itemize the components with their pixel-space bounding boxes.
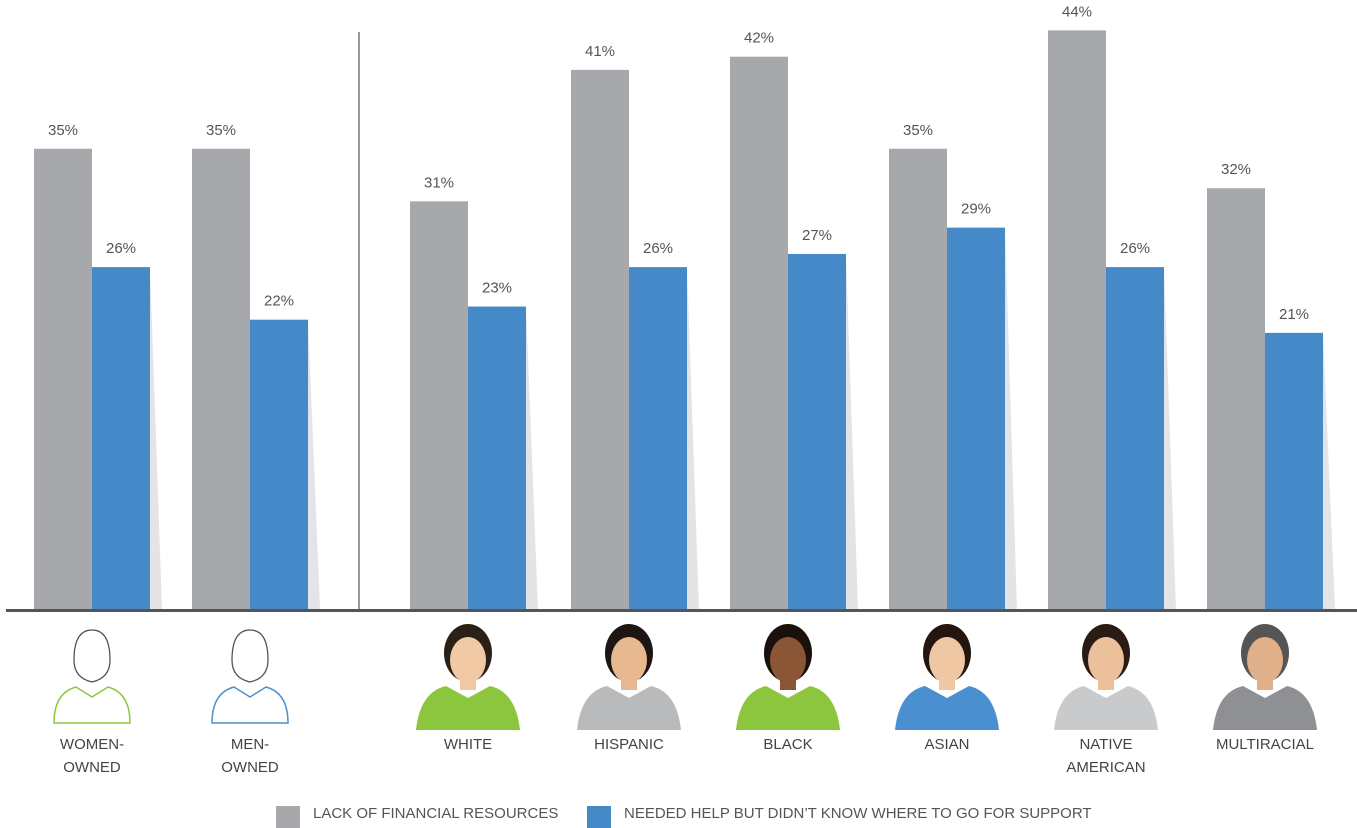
category-icon xyxy=(416,624,520,730)
shirt xyxy=(577,686,681,730)
bar-shadow xyxy=(150,267,162,609)
face xyxy=(929,637,965,683)
category-icon xyxy=(1054,624,1158,730)
value-label: 22% xyxy=(264,293,294,310)
bar xyxy=(192,148,250,609)
bar-shadow xyxy=(1323,332,1335,609)
bar xyxy=(34,148,92,609)
bar xyxy=(730,56,788,609)
value-label: 26% xyxy=(1120,240,1150,257)
bar xyxy=(629,267,687,609)
value-label: 32% xyxy=(1221,161,1251,178)
x-tick-label: WOMEN- OWNED xyxy=(59,736,125,776)
bar xyxy=(947,227,1005,609)
face xyxy=(1088,637,1124,683)
bar-shadow xyxy=(846,253,858,609)
face xyxy=(450,637,486,683)
category-icon xyxy=(211,629,289,724)
bar xyxy=(1265,332,1323,609)
value-label: 41% xyxy=(585,43,615,60)
bar xyxy=(788,253,846,609)
bar-shadow xyxy=(526,306,538,609)
x-tick-label: BLACK xyxy=(763,736,813,753)
face xyxy=(611,637,647,683)
bar-shadow xyxy=(308,319,320,609)
legend-label: NEEDED HELP BUT DIDN’T KNOW WHERE TO GO … xyxy=(624,805,1092,822)
shirt xyxy=(736,686,840,730)
category-icon xyxy=(895,624,999,730)
bar xyxy=(1207,188,1265,609)
bar-shadow xyxy=(1164,267,1176,609)
value-label: 44% xyxy=(1062,3,1092,20)
shirt xyxy=(1213,686,1317,730)
value-label: 21% xyxy=(1279,306,1309,323)
bar xyxy=(571,69,629,610)
value-label: 26% xyxy=(643,240,673,257)
bar xyxy=(889,148,947,609)
value-label: 29% xyxy=(961,201,991,218)
bar xyxy=(410,201,468,609)
category-icon xyxy=(736,624,840,730)
icon-outline xyxy=(73,629,111,683)
value-label: 23% xyxy=(482,280,512,297)
bar-shadow xyxy=(687,267,699,609)
bar xyxy=(468,306,526,609)
shirt xyxy=(1054,686,1158,730)
face xyxy=(1247,637,1283,683)
x-tick-label: HISPANIC xyxy=(594,736,664,753)
icon-shirt xyxy=(53,686,131,724)
bar xyxy=(250,319,308,609)
x-tick-label: MEN- OWNED xyxy=(221,736,279,776)
category-icon xyxy=(1213,624,1317,730)
category-icon xyxy=(577,624,681,730)
legend-swatch xyxy=(587,806,611,828)
x-tick-label: ASIAN xyxy=(924,736,970,753)
legend-swatch xyxy=(276,806,300,828)
icon-outline xyxy=(231,629,269,683)
category-icon xyxy=(53,629,131,724)
bar xyxy=(1106,267,1164,609)
shirt xyxy=(895,686,999,730)
value-label: 31% xyxy=(424,174,454,191)
shirt xyxy=(416,686,520,730)
legend-label: LACK OF FINANCIAL RESOURCES xyxy=(313,805,559,822)
bar-shadow xyxy=(1005,227,1017,609)
baseline xyxy=(6,609,1357,612)
value-label: 35% xyxy=(206,122,236,139)
value-label: 35% xyxy=(48,122,78,139)
value-label: 35% xyxy=(903,122,933,139)
x-tick-label: WHITE xyxy=(443,736,493,753)
icon-shirt xyxy=(211,686,289,724)
bar xyxy=(92,267,150,609)
value-label: 26% xyxy=(106,240,136,257)
x-tick-label: NATIVE AMERICAN xyxy=(1066,736,1146,776)
value-label: 42% xyxy=(744,30,774,47)
face xyxy=(770,637,806,683)
value-label: 27% xyxy=(802,227,832,244)
bar xyxy=(1048,30,1106,609)
x-tick-label: MULTIRACIAL xyxy=(1215,736,1315,753)
